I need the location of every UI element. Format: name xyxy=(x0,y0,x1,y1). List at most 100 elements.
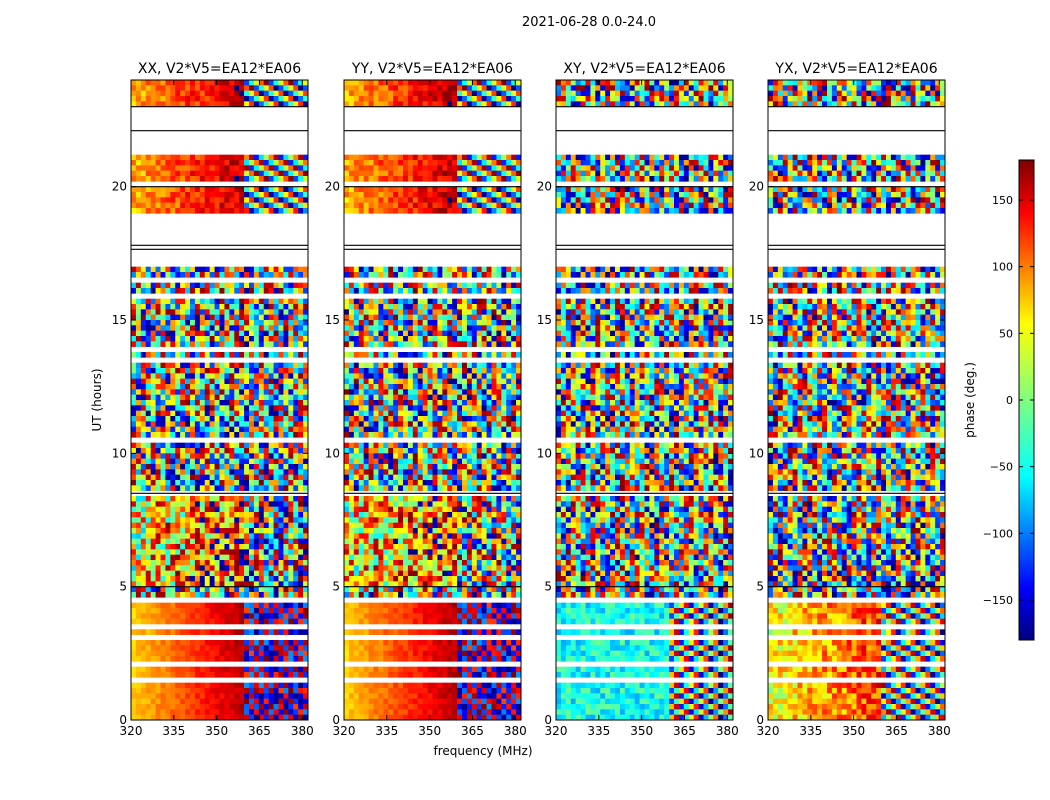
heatmap-cell xyxy=(244,581,250,587)
heatmap-cell xyxy=(145,85,151,91)
heatmap-cell xyxy=(175,517,181,523)
heatmap-cell xyxy=(293,416,299,422)
heatmap-cell xyxy=(263,101,269,107)
heatmap-cell xyxy=(283,608,289,614)
heatmap-cell xyxy=(283,576,289,582)
heatmap-cell xyxy=(234,570,240,577)
heatmap-cell xyxy=(383,309,389,315)
heatmap-cell xyxy=(293,618,299,625)
heatmap-cell xyxy=(427,197,433,203)
heatmap-cell xyxy=(437,400,443,406)
heatmap-cell xyxy=(368,410,374,417)
heatmap-cell xyxy=(194,432,201,438)
heatmap-cell xyxy=(219,528,225,534)
heatmap-cell xyxy=(175,410,181,417)
heatmap-cell xyxy=(283,688,289,694)
heatmap-cell xyxy=(417,352,423,358)
heatmap-cell xyxy=(486,453,492,459)
heatmap-cell xyxy=(447,394,453,401)
heatmap-cell xyxy=(150,512,156,518)
heatmap-cell xyxy=(476,464,482,470)
heatmap-cell xyxy=(224,586,230,593)
heatmap-cell xyxy=(298,432,304,438)
heatmap-cell xyxy=(239,538,245,545)
heatmap-cell xyxy=(253,442,260,449)
heatmap-cell xyxy=(486,421,492,427)
heatmap-cell xyxy=(303,528,309,534)
heatmap-cell xyxy=(363,197,369,203)
heatmap-cell xyxy=(491,192,497,198)
heatmap-cell xyxy=(273,160,279,166)
heatmap-cell xyxy=(263,160,269,166)
heatmap-cell xyxy=(293,426,299,433)
heatmap-cell xyxy=(298,202,304,209)
heatmap-cell xyxy=(501,202,507,209)
heatmap-cell xyxy=(209,672,215,678)
heatmap-cell xyxy=(263,208,269,214)
heatmap-cell xyxy=(303,485,309,491)
heatmap-cell xyxy=(145,576,151,582)
heatmap-cell xyxy=(229,704,235,710)
heatmap-cell xyxy=(199,442,206,449)
heatmap-cell xyxy=(466,90,473,97)
heatmap-cell xyxy=(190,709,196,715)
heatmap-cell xyxy=(283,378,289,385)
heatmap-cell xyxy=(283,272,289,278)
heatmap-cell xyxy=(447,384,453,390)
heatmap-cell xyxy=(452,448,458,454)
heatmap-cell xyxy=(140,512,147,518)
heatmap-cell xyxy=(462,266,468,273)
heatmap-cell xyxy=(353,288,360,294)
heatmap-cell xyxy=(278,330,284,337)
heatmap-cell xyxy=(476,426,482,433)
heatmap-cell xyxy=(140,544,147,550)
heatmap-cell xyxy=(432,389,438,395)
heatmap-cell xyxy=(190,336,196,342)
heatmap-cell xyxy=(378,362,384,369)
heatmap-cell xyxy=(288,709,294,715)
heatmap-cell xyxy=(273,165,279,171)
heatmap-cell xyxy=(273,192,279,198)
heatmap-cell xyxy=(145,538,151,545)
heatmap-cell xyxy=(303,533,309,539)
heatmap-cell xyxy=(214,682,220,689)
heatmap-cell xyxy=(199,608,206,614)
heatmap-cell xyxy=(135,618,142,625)
heatmap-cell xyxy=(160,304,166,310)
heatmap-cell xyxy=(417,288,423,294)
heatmap-cell xyxy=(303,576,309,582)
heatmap-cell xyxy=(175,442,181,449)
heatmap-cell xyxy=(288,368,294,374)
heatmap-cell xyxy=(249,288,255,294)
heatmap-cell xyxy=(204,325,210,331)
heatmap-cell xyxy=(229,485,235,491)
heatmap-cell xyxy=(348,336,355,342)
heatmap-cell xyxy=(378,192,384,198)
heatmap-cell xyxy=(293,640,299,646)
heatmap-cell xyxy=(239,581,245,587)
heatmap-cell xyxy=(403,85,409,91)
heatmap-cell xyxy=(263,592,269,598)
heatmap-cell xyxy=(258,554,265,561)
heatmap-cell xyxy=(170,645,176,651)
heatmap-cell xyxy=(378,282,384,289)
heatmap-cell xyxy=(466,325,473,331)
heatmap-cell xyxy=(378,202,384,209)
heatmap-cell xyxy=(288,608,294,614)
heatmap-cell xyxy=(476,432,482,438)
heatmap-cell xyxy=(496,394,502,401)
heatmap-cell xyxy=(190,565,196,571)
heatmap-cell xyxy=(417,309,423,315)
heatmap-cell xyxy=(239,410,245,417)
heatmap-cell xyxy=(244,560,250,566)
heatmap-cell xyxy=(466,314,473,321)
heatmap-cell xyxy=(135,400,142,406)
heatmap-cell xyxy=(165,629,171,635)
heatmap-cell xyxy=(199,485,206,491)
heatmap-cell xyxy=(135,394,142,401)
heatmap-cell xyxy=(190,688,196,694)
heatmap-cell xyxy=(140,528,147,534)
heatmap-cell xyxy=(481,464,487,470)
heatmap-cell xyxy=(175,666,181,673)
heatmap-cell xyxy=(516,90,522,97)
